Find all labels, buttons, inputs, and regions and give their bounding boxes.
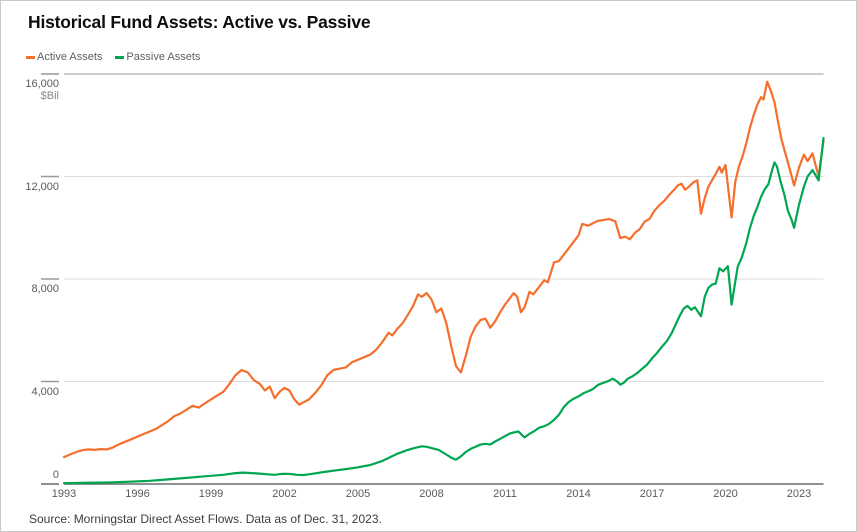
y-axis-unit-label: $Bil (40, 90, 59, 102)
y-axis-label: 0 (52, 469, 59, 481)
x-axis-label: 2014 (566, 488, 591, 500)
x-axis-label: 1993 (51, 488, 77, 500)
x-axis-label: 2020 (713, 488, 738, 500)
chart-legend: Active Assets Passive Assets (26, 51, 200, 63)
page-title: Historical Fund Assets: Active vs. Passi… (28, 12, 371, 32)
x-axis-label: 2023 (786, 488, 812, 500)
y-axis-label: 12,000 (25, 180, 59, 193)
passive-assets-swatch-icon (115, 55, 125, 59)
x-axis-label: 2017 (639, 488, 665, 500)
legend-item-passive: Passive Assets (115, 51, 200, 63)
legend-label-active: Active Assets (37, 51, 103, 63)
legend-item-active: Active Assets (26, 51, 102, 63)
source-note: Source: Morningstar Direct Asset Flows. … (29, 512, 382, 526)
y-axis-label: 8,000 (31, 283, 59, 295)
x-axis-label: 2008 (419, 488, 444, 500)
x-axis-label: 1999 (198, 488, 224, 500)
x-axis-label: 1996 (125, 488, 150, 500)
x-axis-label: 2005 (345, 488, 371, 500)
y-axis-label: 16,000 (25, 78, 59, 90)
active-assets-line (62, 80, 825, 459)
x-axis-label: 2011 (493, 488, 517, 500)
active-assets-swatch-icon (26, 55, 35, 59)
passive-assets-line (62, 137, 825, 485)
x-axis-label: 2002 (272, 488, 297, 500)
legend-label-passive: Passive Assets (126, 51, 201, 63)
y-axis-label: 4,000 (31, 385, 59, 398)
